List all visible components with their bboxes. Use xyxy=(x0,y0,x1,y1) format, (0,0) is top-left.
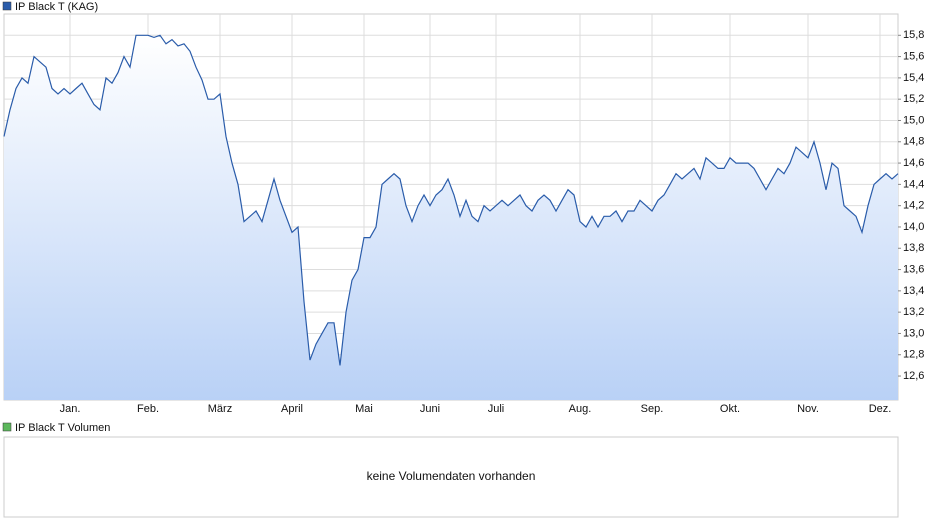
x-tick-label: April xyxy=(281,403,303,415)
x-tick-label: Nov. xyxy=(797,403,819,415)
x-tick-label: Sep. xyxy=(641,403,664,415)
x-tick-label: Mai xyxy=(355,403,373,415)
area xyxy=(4,35,898,401)
y-tick-label: 15,6 xyxy=(903,50,924,62)
y-tick-label: 15,2 xyxy=(903,93,924,105)
legend-swatch xyxy=(2,1,12,11)
y-tick-label: 15,4 xyxy=(903,72,924,84)
y-tick-label: 14,0 xyxy=(903,221,924,233)
legend-label: IP Black T Volumen xyxy=(15,422,110,434)
line xyxy=(3,34,899,366)
y-tick-label: 14,8 xyxy=(903,136,924,148)
legend-swatch xyxy=(2,422,12,432)
x-tick-label: Aug. xyxy=(569,403,592,415)
y-tick-label: 12,6 xyxy=(903,370,924,382)
y-tick-label: 13,4 xyxy=(903,285,924,297)
y-tick-label: 13,8 xyxy=(903,242,924,254)
y-tick-label: 13,6 xyxy=(903,263,924,275)
y-tick-label: 12,8 xyxy=(903,349,924,361)
y-tick-label: 14,2 xyxy=(903,200,924,212)
y-tick-label: 15,0 xyxy=(903,114,924,126)
volume-frame xyxy=(3,436,899,518)
x-tick-label: Jan. xyxy=(60,403,81,415)
volume-message: keine Volumendaten vorhanden xyxy=(367,469,536,483)
x-tick-label: Okt. xyxy=(720,403,740,415)
x-tick-label: Juni xyxy=(420,403,440,415)
y-tick-label: 15,8 xyxy=(903,29,924,41)
legend-label: IP Black T (KAG) xyxy=(15,1,98,13)
y-tick-label: 14,4 xyxy=(903,178,924,190)
x-tick-label: Dez. xyxy=(869,403,892,415)
y-tick-label: 13,2 xyxy=(903,306,924,318)
y-tick-label: 13,0 xyxy=(903,327,924,339)
x-tick-label: März xyxy=(208,403,232,415)
y-tick-label: 14,6 xyxy=(903,157,924,169)
x-tick-label: Juli xyxy=(488,403,505,415)
x-tick-label: Feb. xyxy=(137,403,159,415)
